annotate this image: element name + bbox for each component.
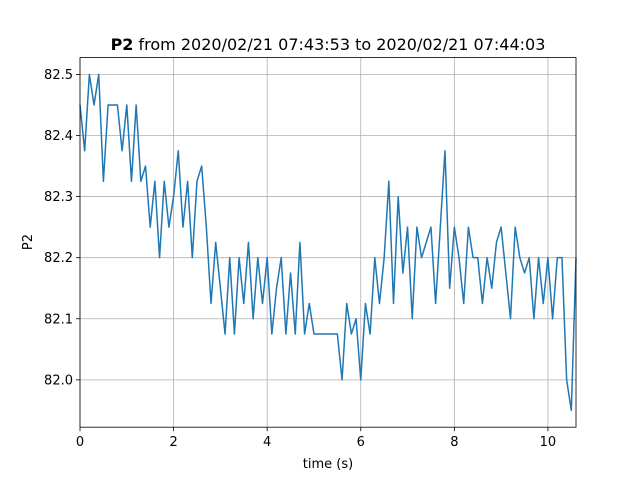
y-axis-label: P2 <box>21 234 36 250</box>
y-tick-label: 82.3 <box>44 190 73 205</box>
x-tick-label: 8 <box>450 435 458 450</box>
plot-frame <box>79 57 577 428</box>
y-tick-label: 82.2 <box>44 251 73 266</box>
x-tick-label: 6 <box>357 435 365 450</box>
title-text: from 2020/02/21 07:43:53 to 2020/02/21 0… <box>139 35 546 54</box>
y-tick-label: 82.5 <box>44 68 73 83</box>
data-line <box>79 73 577 412</box>
x-tick-label: 10 <box>540 435 557 450</box>
x-axis-label: time (s) <box>303 457 353 472</box>
chart-title: P2 from 2020/02/21 07:43:53 to 2020/02/2… <box>111 35 546 54</box>
x-tick-label: 0 <box>76 435 84 450</box>
x-tick-label: 4 <box>263 435 271 450</box>
y-tick-label: 82.1 <box>44 312 73 327</box>
title-name: P2 <box>111 35 134 54</box>
x-tick-label: 2 <box>169 435 177 450</box>
y-tick-label: 82.4 <box>44 129 73 144</box>
y-tick-label: 82.0 <box>44 373 73 388</box>
